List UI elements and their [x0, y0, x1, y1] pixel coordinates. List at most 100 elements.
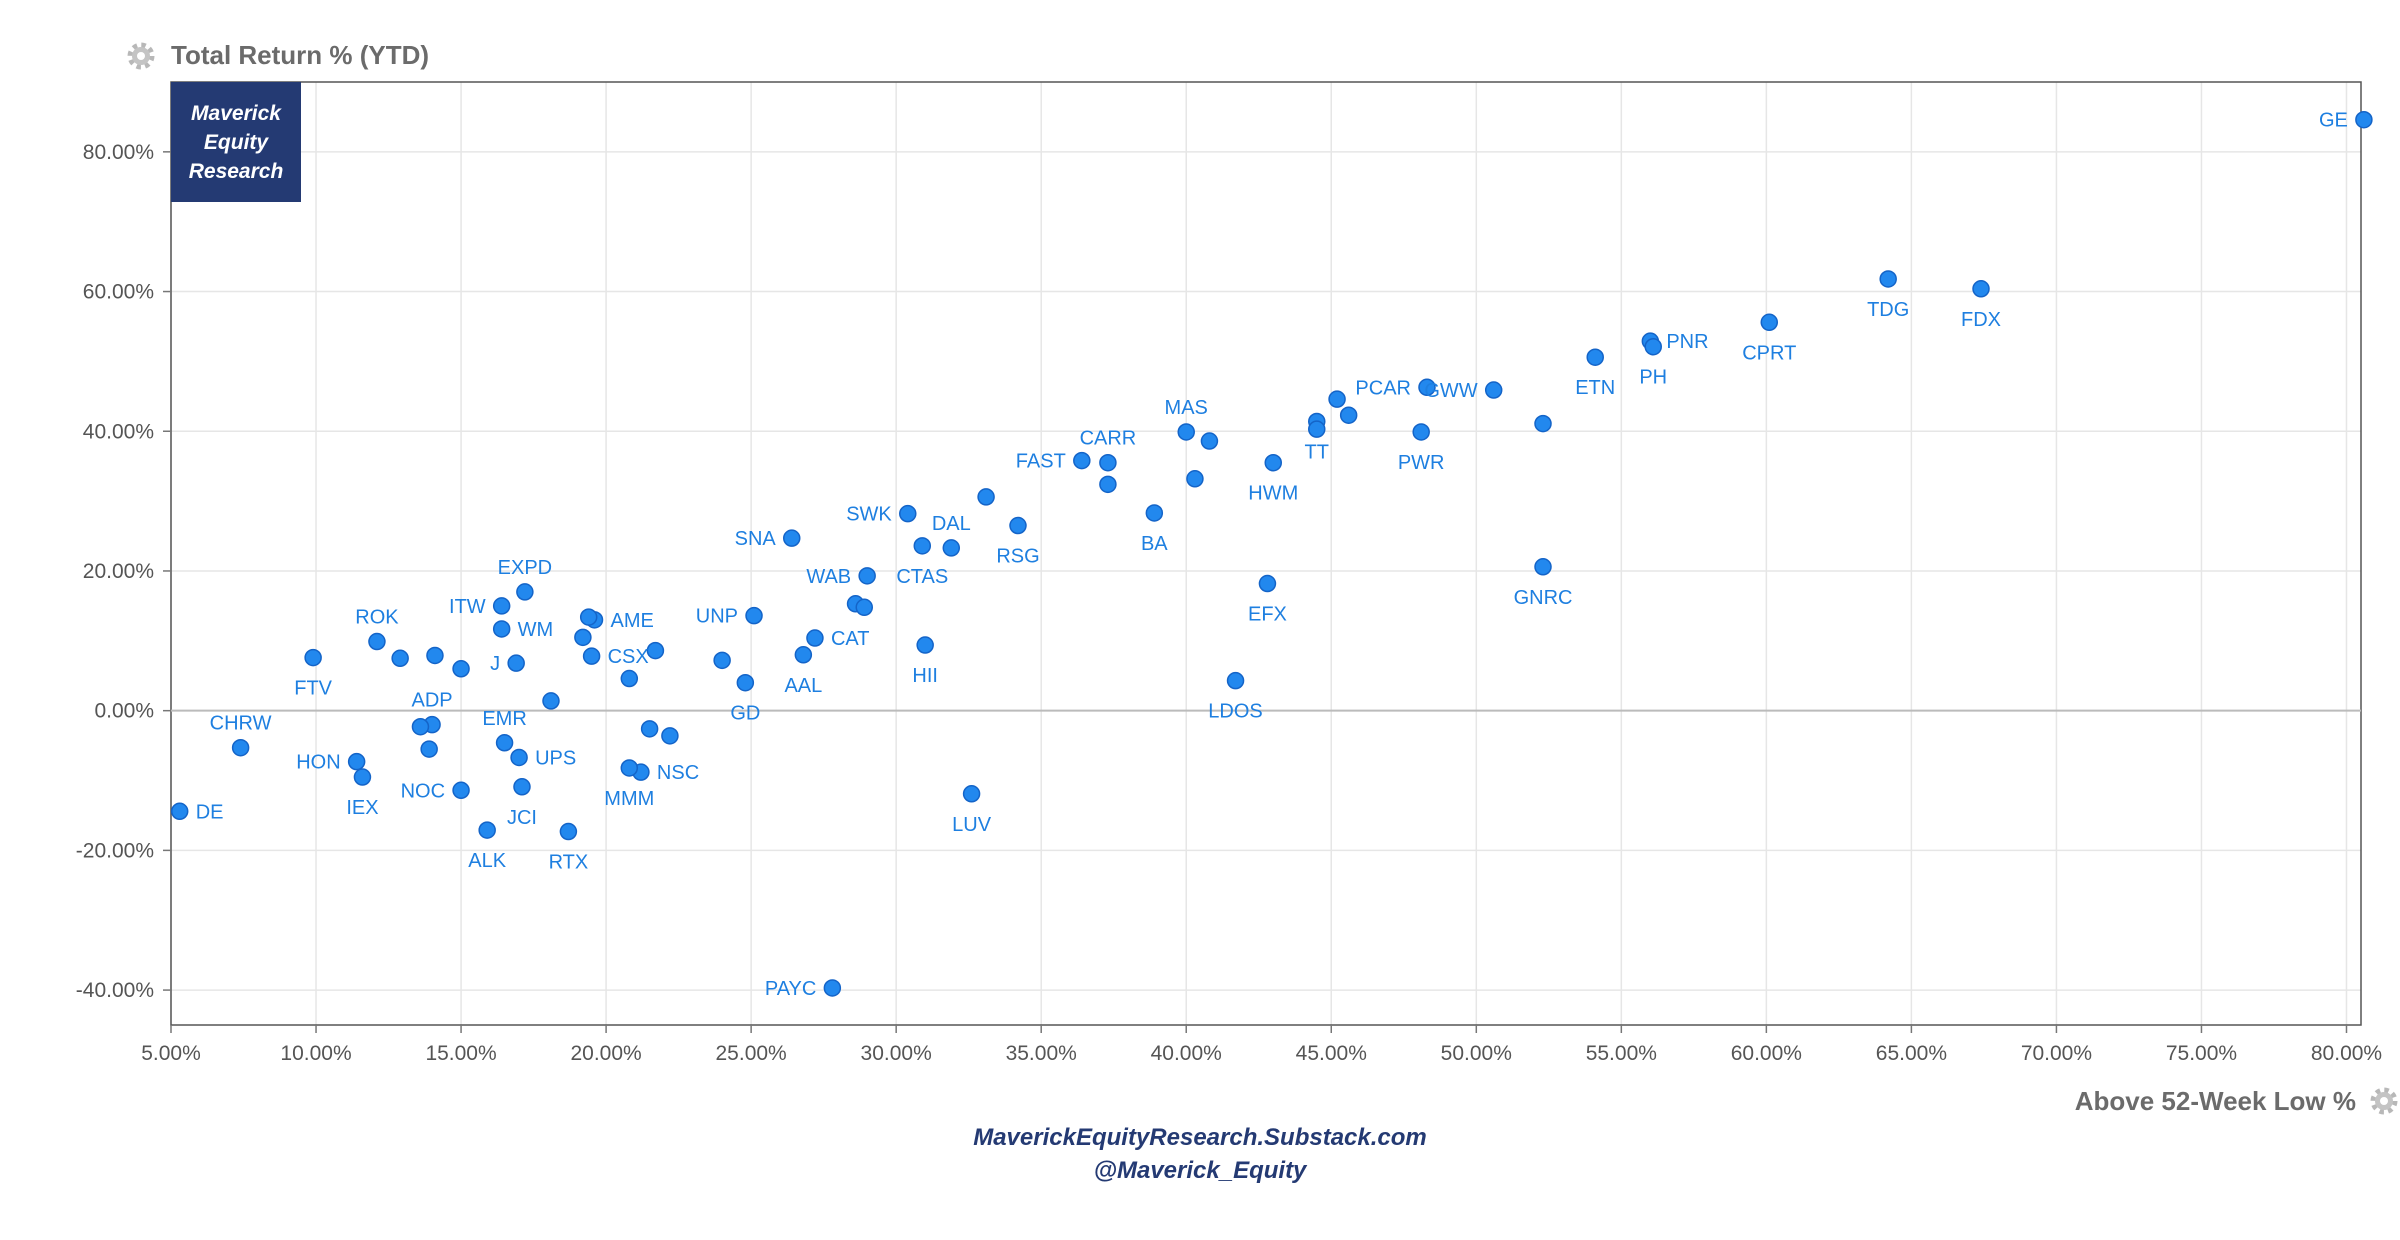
data-point[interactable] — [420, 740, 438, 758]
point-label: PAYC — [765, 978, 817, 1000]
data-point[interactable] — [962, 785, 981, 803]
point-label: TT — [1305, 441, 1329, 463]
point-label: PWR — [1398, 452, 1445, 474]
data-point[interactable] — [1073, 451, 1091, 470]
data-point[interactable] — [823, 979, 842, 997]
data-point[interactable] — [513, 778, 531, 796]
data-point[interactable] — [304, 648, 322, 667]
brand-logo: Maverick Equity Research — [171, 82, 301, 202]
data-point[interactable] — [858, 567, 876, 585]
data-point[interactable] — [1484, 381, 1503, 399]
data-point[interactable] — [170, 802, 189, 821]
data-point[interactable] — [507, 654, 525, 672]
data-point[interactable] — [542, 692, 560, 710]
data-point[interactable] — [1264, 453, 1283, 472]
gear-icon[interactable] — [2370, 1087, 2398, 1115]
data-point[interactable] — [1418, 378, 1436, 397]
data-point[interactable] — [347, 752, 366, 771]
data-point[interactable] — [1145, 504, 1164, 522]
point-label: GWW — [1424, 380, 1477, 402]
data-point[interactable] — [559, 822, 578, 841]
x-tick-label: 20.00% — [570, 1042, 641, 1065]
data-point[interactable] — [574, 628, 592, 647]
data-point[interactable] — [1412, 423, 1430, 441]
data-point[interactable] — [2355, 110, 2373, 129]
point-label: AAL — [784, 675, 822, 697]
data-point[interactable] — [452, 781, 470, 800]
data-point[interactable] — [977, 488, 995, 506]
x-axis-title: Above 52-Week Low % — [2075, 1086, 2356, 1116]
data-point[interactable] — [794, 646, 813, 664]
point-label: J — [490, 653, 500, 675]
footer-handle[interactable]: @Maverick_Equity — [1093, 1157, 1307, 1184]
data-point[interactable] — [1009, 516, 1027, 535]
data-point[interactable] — [1760, 313, 1779, 332]
data-point[interactable] — [1200, 432, 1219, 450]
data-point[interactable] — [495, 734, 514, 752]
data-point[interactable] — [1226, 671, 1245, 690]
data-point[interactable] — [806, 629, 824, 647]
data-point[interactable] — [646, 641, 665, 660]
data-point[interactable] — [899, 504, 917, 523]
footer-website[interactable]: MaverickEquityResearch.Substack.com — [973, 1124, 1427, 1151]
data-point[interactable] — [492, 620, 511, 638]
point-label: ITW — [449, 596, 486, 618]
data-point[interactable] — [1099, 453, 1117, 472]
y-tick-label: -40.00% — [76, 979, 154, 1002]
point-label: BA — [1141, 533, 1168, 555]
data-point[interactable] — [510, 748, 528, 767]
data-point[interactable] — [1099, 475, 1117, 494]
data-point[interactable] — [1258, 574, 1277, 593]
data-point[interactable] — [1972, 280, 1990, 298]
data-point[interactable] — [516, 583, 534, 601]
data-point[interactable] — [1177, 423, 1195, 441]
data-point[interactable] — [942, 539, 961, 557]
x-tick-label: 65.00% — [1876, 1042, 1947, 1065]
axis-ticks: 5.00% 10.00% 15.00% 20.00% 25.00% 30.00% 35.00… — [76, 141, 2382, 1065]
point-label: AME — [610, 610, 653, 632]
y-tick-label: 0.00% — [94, 700, 154, 723]
data-point[interactable] — [713, 651, 731, 670]
data-point[interactable] — [492, 597, 511, 615]
data-point[interactable] — [661, 727, 679, 745]
data-point[interactable] — [231, 738, 250, 757]
y-tick-label: 40.00% — [83, 420, 154, 443]
data-point[interactable] — [620, 669, 639, 688]
x-tick-label: 70.00% — [2021, 1042, 2092, 1065]
data-point[interactable] — [1586, 348, 1604, 366]
data-point[interactable] — [582, 647, 601, 665]
data-point[interactable] — [640, 720, 659, 738]
data-point[interactable] — [1879, 270, 1897, 288]
data-point[interactable] — [426, 646, 444, 665]
data-point[interactable] — [1186, 470, 1204, 488]
data-point[interactable] — [353, 768, 372, 786]
point-label: MMM — [604, 788, 654, 810]
point-label: NSC — [657, 762, 699, 784]
data-point[interactable] — [411, 717, 430, 736]
gear-icon[interactable] — [127, 42, 155, 70]
point-label: HII — [912, 665, 938, 687]
data-point[interactable] — [1328, 390, 1346, 408]
data-point[interactable] — [579, 608, 598, 626]
data-point[interactable] — [782, 529, 801, 547]
data-point[interactable] — [855, 598, 874, 617]
data-point[interactable] — [1534, 414, 1552, 433]
data-point[interactable] — [745, 606, 763, 625]
point-label: WAB — [806, 566, 851, 588]
data-point[interactable] — [478, 821, 496, 839]
data-point[interactable] — [1534, 558, 1552, 576]
data-point[interactable] — [913, 537, 932, 555]
point-label: FDX — [1961, 309, 2001, 331]
data-point[interactable] — [1644, 337, 1662, 356]
data-point[interactable] — [1308, 420, 1326, 438]
data-point[interactable] — [368, 632, 386, 651]
data-point[interactable] — [736, 673, 755, 692]
point-label: FAST — [1016, 451, 1066, 473]
data-point[interactable] — [391, 649, 409, 668]
data-point[interactable] — [452, 660, 470, 678]
brand-line: Research — [188, 159, 284, 183]
data-point[interactable] — [1339, 406, 1358, 424]
data-point[interactable] — [620, 759, 639, 777]
brand-line: Maverick — [191, 101, 281, 125]
data-point[interactable] — [916, 636, 934, 654]
